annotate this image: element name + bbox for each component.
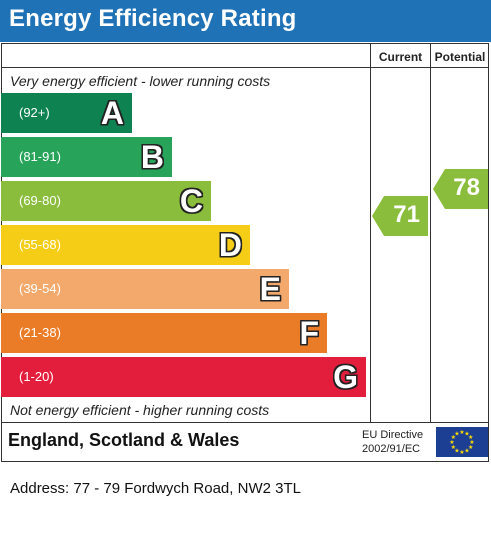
eu-flag-icon: ★ ★ ★ ★ ★ ★ ★ ★ ★ ★ ★ ★ [436,427,488,457]
eu-star-icon: ★ [468,434,473,441]
eu-star-icon: ★ [459,429,464,436]
potential-arrow-shape [433,169,488,209]
directive-line-2: 2002/91/EC [362,443,421,455]
band-c: (69-80) C [1,181,211,221]
potential-rating-value: 78 [453,174,480,201]
band-b: (81-91) B [1,137,172,177]
eu-star-icon: ★ [459,449,464,456]
band-letter: A [100,95,124,131]
band-range: (69-80) [19,193,61,208]
current-arrow-polygon [372,196,428,236]
current-column-header: Current [378,50,423,64]
eu-star-icon: ★ [464,448,469,455]
band-a: (92+) A [1,93,132,133]
top-note: Very energy efficient - lower running co… [10,73,271,89]
current-column-divider [370,43,371,423]
property-address: Address: 77 - 79 Fordwych Road, NW2 3TL [10,480,301,497]
current-rating-value: 71 [393,201,420,228]
band-range: (81-91) [19,149,61,164]
band-range: (55-68) [19,237,61,252]
eu-star-icon: ★ [464,430,469,437]
band-range: (21-38) [19,325,61,340]
band-letter: G [333,359,358,395]
band-range: (92+) [19,105,50,120]
eu-star-icon: ★ [454,448,459,455]
potential-arrow-polygon [433,169,488,209]
band-letter: C [179,183,203,219]
eu-star-icon: ★ [451,444,456,451]
band-range: (39-54) [19,281,61,296]
bottom-note: Not energy efficient - higher running co… [10,402,270,418]
band-g: (1-20) G [1,357,366,397]
band-letter: B [140,139,164,175]
header-bar: Energy Efficiency Rating [0,0,491,42]
header-row-divider [1,67,489,68]
eu-flag-stars: ★★★★★★★★★ ★ ★★ [449,429,474,456]
band-e: (39-54) E [1,269,289,309]
directive-line-1: EU Directive [362,429,424,441]
potential-column-divider [430,43,431,423]
eu-star-icon: ★ [454,430,459,437]
eu-star-icon: ★ [468,444,473,451]
potential-column-header: Potential [434,50,486,64]
band-d: (55-68) D [1,225,250,265]
band-f: (21-38) F [1,313,327,353]
eu-directive-label: EU Directive 2002/91/EC [362,428,423,456]
eu-star-icon: ★ [469,439,474,446]
region-label: England, Scotland & Wales [8,430,240,450]
page-title: Energy Efficiency Rating [9,5,297,32]
eu-star-icon: ★ [451,434,456,441]
band-letter: F [299,315,319,351]
current-rating-arrow: 71 [372,196,428,236]
band-letter: D [218,227,242,263]
potential-rating-arrow: 78 [433,169,488,209]
eu-star-icon: ★ [449,439,454,446]
band-range: (1-20) [19,369,54,384]
current-arrow-shape [372,196,428,236]
footer-row-divider [1,422,489,423]
band-letter: E [259,271,281,307]
